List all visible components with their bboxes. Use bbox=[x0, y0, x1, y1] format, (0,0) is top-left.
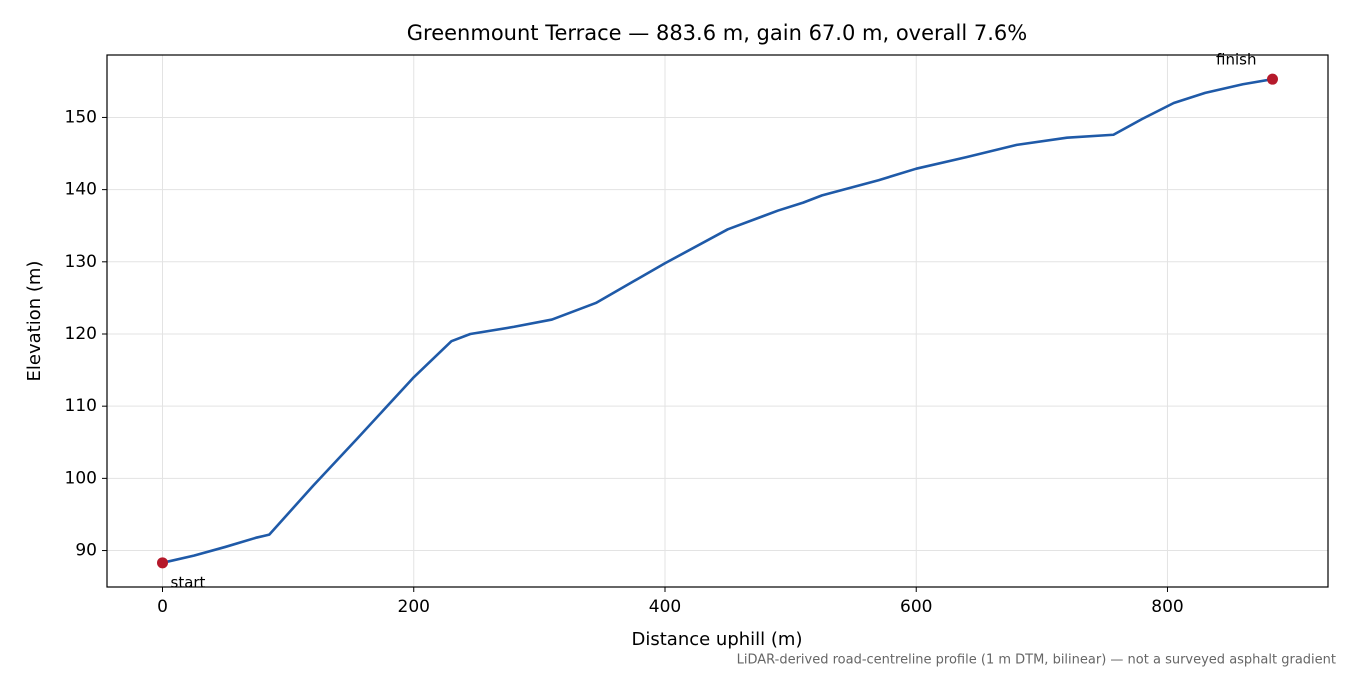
x-tick-label: 200 bbox=[398, 597, 430, 617]
y-tick-label: 110 bbox=[65, 396, 97, 416]
elevation-line bbox=[162, 77, 1273, 565]
y-tick-label: 130 bbox=[65, 252, 97, 272]
y-tick-label: 120 bbox=[65, 324, 97, 344]
x-tick-label: 600 bbox=[900, 597, 932, 617]
footnote: LiDAR-derived road-centreline profile (1… bbox=[737, 653, 1336, 668]
y-tick-label: 90 bbox=[75, 541, 97, 561]
y-tick-label: 150 bbox=[65, 107, 97, 127]
x-tick-label: 400 bbox=[649, 597, 681, 617]
plot-frame bbox=[106, 54, 1329, 588]
endpoint-label: finish bbox=[1216, 51, 1256, 69]
x-axis-label: Distance uphill (m) bbox=[632, 629, 803, 650]
y-tick-label: 140 bbox=[65, 180, 97, 200]
endpoint-marker bbox=[157, 557, 168, 569]
y-axis-label: Elevation (m) bbox=[24, 261, 45, 382]
x-tick-label: 0 bbox=[157, 597, 168, 617]
endpoint-marker bbox=[1267, 73, 1278, 85]
chart-title: Greenmount Terrace — 883.6 m, gain 67.0 … bbox=[407, 21, 1027, 45]
endpoint-label: start bbox=[171, 573, 206, 591]
x-tick-label: 800 bbox=[1151, 597, 1183, 617]
y-tick-label: 100 bbox=[65, 468, 97, 488]
